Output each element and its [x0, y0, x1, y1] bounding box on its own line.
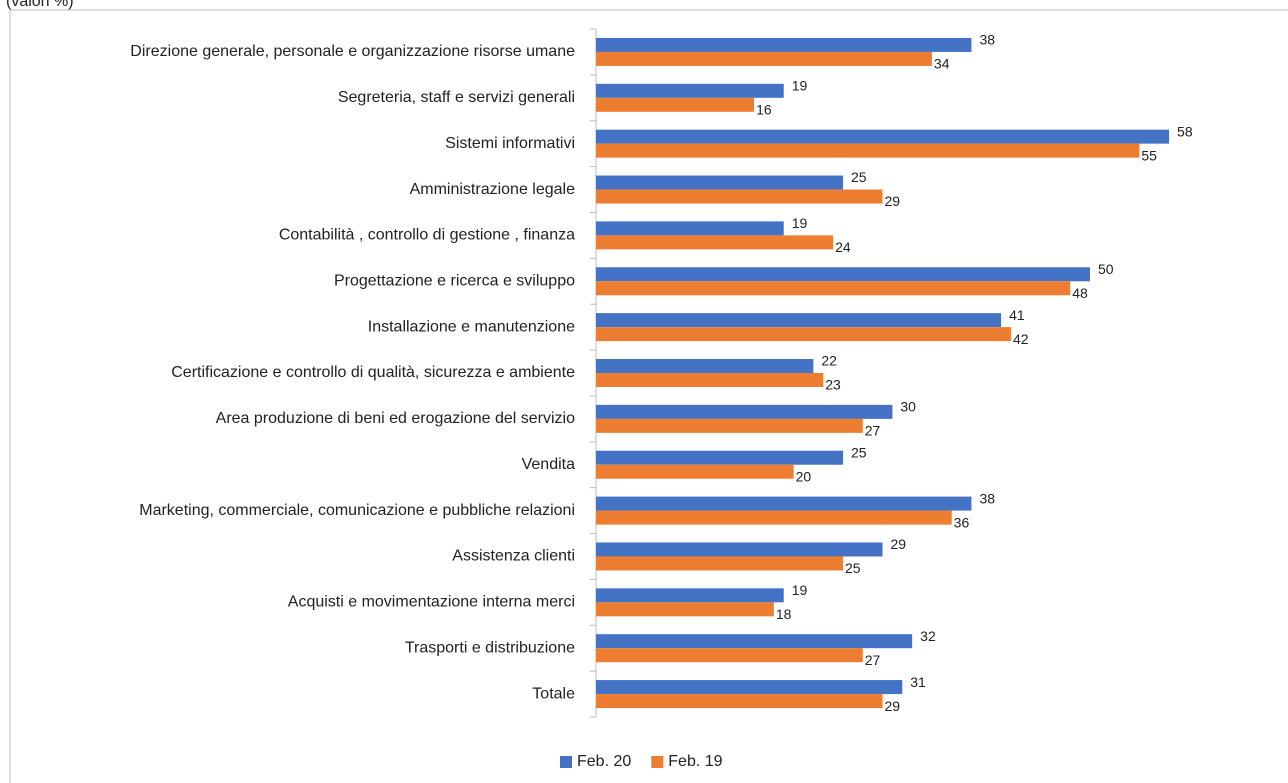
bar	[596, 496, 972, 511]
bar	[596, 418, 863, 433]
value-label: 30	[900, 399, 916, 415]
bar	[596, 359, 814, 373]
value-label: 48	[1072, 285, 1088, 301]
bar	[596, 37, 972, 52]
category-label: Vendita	[522, 456, 575, 473]
value-label: 58	[1177, 123, 1193, 139]
bar	[596, 281, 1071, 296]
bar	[596, 464, 794, 479]
chart-subtitle: (valori %)	[6, 0, 74, 10]
category-label: Installazione e manutenzione	[368, 318, 575, 335]
value-label: 31	[910, 674, 926, 690]
value-label: 50	[1098, 261, 1114, 277]
category-label: Area produzione di beni ed erogazione de…	[216, 410, 575, 427]
category-label: Amministrazione legale	[410, 181, 576, 198]
bar	[596, 588, 784, 603]
bar	[596, 542, 883, 557]
value-label: 38	[979, 32, 995, 48]
value-label: 22	[821, 353, 837, 369]
category-label: Assistenza clienti	[452, 548, 575, 565]
category-label: Certificazione e controllo di qualità, s…	[171, 364, 575, 381]
value-label: 29	[885, 698, 901, 714]
bar	[596, 634, 913, 649]
value-label: 25	[851, 444, 867, 460]
bar	[596, 313, 1002, 328]
bar	[596, 97, 755, 112]
value-label: 19	[792, 582, 808, 598]
value-label: 20	[796, 468, 812, 484]
bar	[596, 404, 893, 419]
bar	[596, 51, 932, 66]
value-label: 34	[934, 56, 950, 72]
category-label: Trasporti e distribuzione	[405, 639, 575, 656]
value-label: 18	[776, 606, 792, 622]
bar	[596, 267, 1090, 282]
value-label: 32	[920, 628, 936, 644]
value-label: 38	[979, 490, 995, 506]
bar	[596, 143, 1140, 158]
value-label: 55	[1141, 147, 1157, 163]
category-label: Contabilità , controllo di gestione , fi…	[279, 227, 575, 244]
category-label: Progettazione e ricerca e sviluppo	[334, 272, 575, 289]
bar	[596, 373, 824, 387]
value-label: 41	[1009, 307, 1025, 323]
legend-swatch	[560, 756, 572, 768]
category-label: Acquisti e movimentazione interna merci	[288, 594, 575, 611]
bar	[596, 83, 784, 98]
value-label: 16	[756, 102, 772, 118]
category-label: Segreteria, staff e servizi generali	[338, 89, 575, 106]
category-label: Marketing, commerciale, comunicazione e …	[139, 502, 575, 519]
bar	[596, 694, 883, 709]
value-label: 27	[865, 652, 881, 668]
legend-label: Feb. 19	[668, 753, 722, 770]
value-label: 36	[954, 514, 970, 530]
value-label: 23	[825, 377, 841, 393]
bar	[596, 175, 843, 190]
category-label: Totale	[532, 685, 575, 702]
bar	[596, 189, 883, 204]
legend-label: Feb. 20	[577, 753, 631, 770]
value-label: 42	[1013, 331, 1029, 347]
value-label: 25	[851, 169, 867, 185]
bar	[596, 556, 843, 571]
value-label: 24	[835, 239, 851, 255]
bar	[596, 648, 863, 663]
category-label: Sistemi informativi	[445, 135, 575, 152]
bar	[596, 327, 1011, 342]
value-label: 27	[865, 423, 881, 439]
legend-swatch	[651, 756, 664, 768]
value-label: 19	[792, 215, 808, 231]
bar	[596, 221, 784, 236]
bar	[596, 602, 774, 617]
bar	[596, 450, 843, 465]
value-label: 29	[891, 536, 907, 552]
value-label: 19	[792, 78, 808, 94]
value-label: 25	[845, 560, 861, 576]
category-label: Direzione generale, personale e organizz…	[130, 43, 575, 60]
bar	[596, 235, 834, 250]
bar	[596, 510, 952, 525]
value-label: 29	[885, 193, 901, 209]
bar	[596, 129, 1170, 144]
bar	[596, 680, 903, 695]
